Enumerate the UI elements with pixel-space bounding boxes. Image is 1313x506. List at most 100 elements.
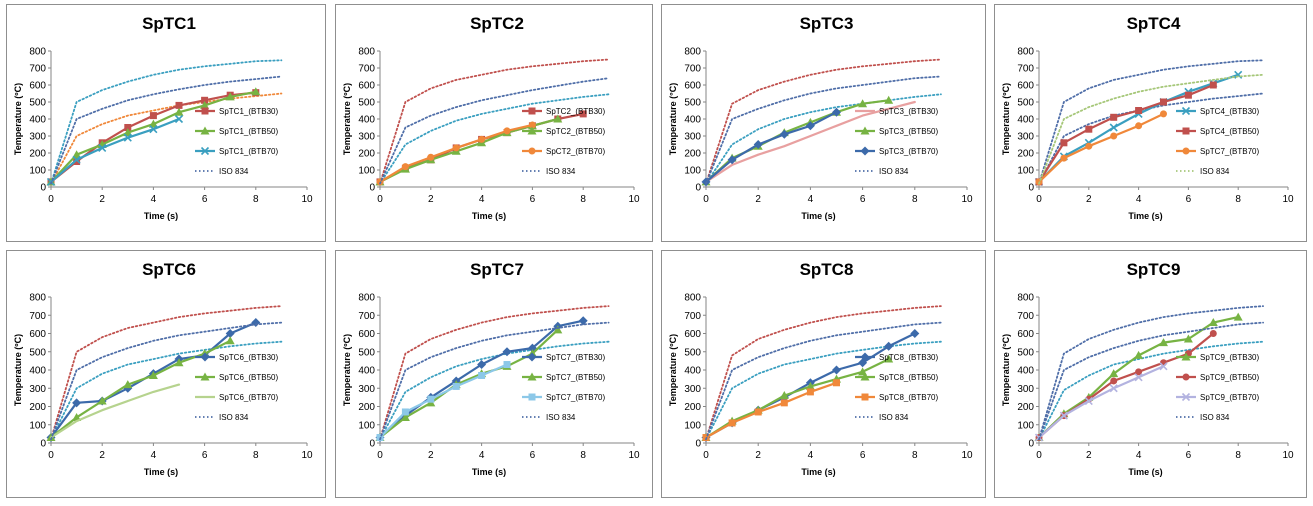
x-tick-label: 2	[1086, 194, 1092, 205]
data-point	[1060, 139, 1068, 147]
y-tick-label: 0	[1028, 183, 1034, 194]
data-point	[1159, 362, 1168, 371]
iso-curve	[705, 75, 942, 185]
data-point	[1059, 411, 1068, 420]
data-point	[148, 370, 158, 379]
x-tick-label: 2	[755, 450, 761, 461]
series-3	[702, 379, 840, 442]
data-point	[1084, 396, 1093, 406]
x-axis-label: Time (s)	[144, 467, 178, 477]
legend-label: SpTC1_(BTB50)	[219, 127, 278, 136]
iso-curve	[50, 321, 283, 441]
data-point	[806, 388, 814, 396]
series-2	[375, 325, 563, 442]
x-tick-label: 8	[253, 194, 259, 205]
x-tick-label: 4	[1136, 194, 1142, 205]
x-tick-label: 0	[48, 194, 54, 205]
reference-curve-1	[1038, 305, 1265, 441]
data-point	[478, 371, 486, 379]
data-point	[1060, 154, 1068, 162]
data-point	[1135, 107, 1143, 114]
legend-label: SpTC1_(BTB70)	[219, 147, 278, 156]
series-line	[49, 117, 181, 183]
x-tick-label: 8	[580, 194, 586, 205]
series-2	[1035, 330, 1217, 442]
legend-label: SpTC1_(BTB30)	[219, 107, 278, 116]
y-tick-label: 0	[695, 183, 701, 194]
legend-label: ISO 834	[219, 413, 249, 422]
iso-curve	[50, 75, 283, 185]
data-point	[1183, 334, 1193, 343]
data-point	[401, 408, 409, 416]
data-point	[201, 96, 209, 104]
data-point	[72, 150, 82, 159]
y-tick-label: 700	[358, 311, 375, 322]
x-tick-label: 4	[808, 450, 814, 461]
series-line	[49, 339, 232, 439]
y-tick-label: 200	[684, 402, 701, 413]
x-axis-label: Time (s)	[144, 211, 178, 221]
data-point	[175, 101, 183, 109]
x-tick-label: 10	[1282, 450, 1294, 461]
x-tick-label: 2	[99, 450, 105, 461]
reference-curve-1	[1038, 59, 1265, 185]
y-tick-label: 700	[29, 311, 46, 322]
legend-label: SpTC7_(BTB70)	[546, 393, 605, 402]
series-3	[376, 361, 511, 442]
data-point	[858, 99, 868, 108]
chart-panel-sptc7: SpTC7 0 100 200 300 400 500 600 700 800 0 2 4 6 8 10 Tim…	[335, 250, 653, 498]
chart-title: SpTC2	[470, 14, 524, 33]
data-point	[478, 135, 486, 143]
data-point	[728, 419, 736, 427]
series-line	[1037, 365, 1165, 439]
legend-label: ISO 834	[879, 167, 909, 176]
data-point	[1184, 91, 1192, 99]
legend-marker	[1182, 147, 1190, 155]
legend-marker	[1182, 127, 1190, 135]
chart-panel-sptc4: SpTC4 0 100 200 300 400 500 600 700 800 0 2 4 6 8 10 Tim…	[994, 4, 1307, 242]
y-tick-label: 400	[1017, 115, 1034, 126]
legend-label: SpTC9_(BTB70)	[1200, 393, 1259, 402]
series-line	[1037, 83, 1215, 183]
series-line	[378, 328, 559, 439]
reference-curve-1	[379, 58, 610, 185]
series-1	[704, 100, 916, 183]
data-point	[251, 87, 261, 96]
y-tick-label: 400	[684, 115, 701, 126]
data-point	[884, 354, 894, 363]
y-tick-label: 200	[358, 402, 375, 413]
reference-curve-2	[50, 340, 283, 441]
x-tick-label: 2	[428, 450, 434, 461]
y-tick-label: 500	[358, 98, 375, 109]
x-axis-label: Time (s)	[472, 467, 506, 477]
y-tick-label: 500	[29, 98, 46, 109]
y-tick-label: 100	[684, 420, 701, 431]
legend-marker	[861, 393, 869, 401]
series-2	[1035, 81, 1217, 186]
series-line	[1037, 332, 1215, 439]
y-tick-label: 600	[29, 329, 46, 340]
y-tick-label: 200	[358, 149, 375, 160]
x-tick-label: 8	[912, 450, 918, 461]
y-tick-label: 400	[358, 115, 375, 126]
y-tick-label: 0	[695, 439, 701, 450]
x-tick-label: 6	[530, 194, 536, 205]
data-point	[884, 95, 894, 104]
legend-marker	[860, 372, 870, 381]
legend-marker	[527, 352, 537, 362]
legend-label: SpTC9_(BTB50)	[1200, 373, 1259, 382]
y-tick-label: 300	[29, 132, 46, 143]
chart-svg: SpTC8 0 100 200 300 400 500 600 700 800 0 2 4 6 8 10 Tim…	[668, 260, 973, 477]
x-tick-label: 6	[202, 194, 208, 205]
y-axis-label: Temperature (ºC)	[13, 83, 23, 155]
chart-panel-sptc1: SpTC1 0 100 200 300 400 500 600 700 800 0 2 4 6 8 10 Tim…	[6, 4, 326, 242]
y-tick-label: 500	[684, 98, 701, 109]
x-tick-label: 0	[377, 450, 383, 461]
data-point	[174, 107, 184, 116]
x-tick-label: 6	[860, 450, 866, 461]
data-point	[123, 133, 132, 142]
x-tick-label: 2	[755, 194, 761, 205]
x-tick-label: 8	[1235, 450, 1241, 461]
y-tick-label: 0	[1028, 439, 1034, 450]
data-point	[124, 124, 132, 131]
